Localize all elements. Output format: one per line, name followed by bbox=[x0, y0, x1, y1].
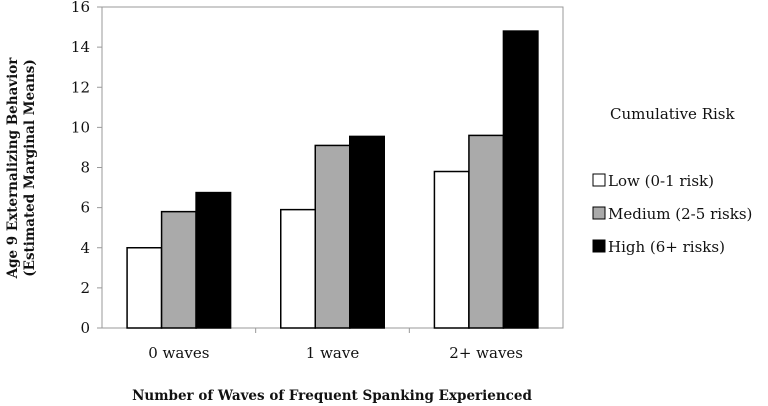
bar-high-0 bbox=[195, 191, 232, 329]
x-category-label: 0 waves bbox=[148, 344, 209, 362]
y-tick-label: 16 bbox=[71, 0, 90, 16]
legend-label: Medium (2-5 risks) bbox=[608, 205, 752, 223]
bar-medium-0 bbox=[160, 210, 197, 329]
legend-title: Cumulative Risk bbox=[610, 105, 735, 123]
legend-swatch bbox=[592, 173, 606, 187]
y-tick-label: 10 bbox=[71, 118, 90, 136]
y-tick-label: 12 bbox=[71, 78, 90, 96]
y-tick-label: 0 bbox=[80, 319, 90, 337]
bar-high-1 bbox=[349, 135, 385, 329]
bar-low-0 bbox=[126, 247, 163, 329]
legend-label: High (6+ risks) bbox=[608, 238, 725, 256]
x-axis-title: Number of Waves of Frequent Spanking Exp… bbox=[132, 388, 532, 404]
y-tick-label: 14 bbox=[71, 38, 90, 56]
bar-low-2 bbox=[433, 170, 470, 329]
y-tick-label: 6 bbox=[80, 199, 90, 217]
y-tick-label: 4 bbox=[80, 239, 90, 257]
legend-label: Low (0-1 risk) bbox=[608, 172, 714, 190]
y-axis-title-line1: Age 9 Externalizing Behavior bbox=[5, 57, 21, 280]
bar-low-1 bbox=[280, 208, 316, 329]
legend-swatch bbox=[592, 239, 606, 253]
legend-swatch bbox=[592, 206, 606, 220]
x-category-label: 1 wave bbox=[306, 344, 360, 362]
bar-high-2 bbox=[502, 30, 539, 329]
x-category-label: 2+ waves bbox=[449, 344, 523, 362]
y-tick-label: 8 bbox=[80, 159, 90, 177]
bar-medium-1 bbox=[314, 144, 351, 329]
bar-medium-2 bbox=[468, 134, 505, 329]
y-axis-title-line2: (Estimated Marginal Means) bbox=[22, 59, 38, 276]
y-tick-label: 2 bbox=[80, 279, 90, 297]
